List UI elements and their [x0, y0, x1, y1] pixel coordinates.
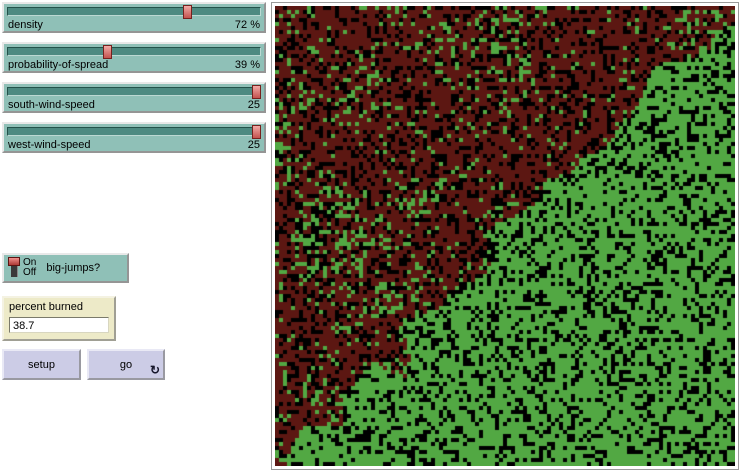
- slider-label: density: [8, 19, 43, 31]
- setup-button[interactable]: setup: [2, 349, 81, 380]
- switch-onoff-labels: On Off: [23, 258, 36, 278]
- slider-handle[interactable]: [252, 85, 261, 99]
- monitor-label: percent burned: [9, 301, 83, 313]
- slider-density[interactable]: density 72 %: [2, 2, 266, 33]
- monitor-value-field: 38.7: [9, 317, 109, 333]
- slider-handle[interactable]: [102, 45, 112, 59]
- forever-icon: ↻: [149, 363, 160, 377]
- slider-track[interactable]: [7, 45, 261, 59]
- world-view: [275, 6, 735, 466]
- monitor-percent-burned: percent burned 38.7: [2, 296, 116, 341]
- slider-track[interactable]: [7, 125, 261, 139]
- slider-track[interactable]: [7, 5, 261, 19]
- slider-west-wind-speed[interactable]: west-wind-speed 25: [2, 122, 266, 153]
- slider-label: south-wind-speed: [8, 99, 95, 111]
- slider-label: west-wind-speed: [8, 139, 91, 151]
- go-button[interactable]: go ↻: [87, 349, 165, 380]
- slider-probability-of-spread[interactable]: probability-of-spread 39 %: [2, 42, 266, 73]
- switch-label: big-jumps?: [46, 262, 101, 274]
- slider-groove[interactable]: [7, 127, 261, 136]
- switch-toggle[interactable]: [8, 257, 21, 279]
- slider-value: 39 %: [234, 59, 260, 71]
- switch-big-jumps[interactable]: On Off big-jumps?: [2, 253, 129, 283]
- slider-label: probability-of-spread: [8, 59, 109, 71]
- switch-channel: [11, 261, 18, 277]
- switch-on-label: On: [23, 257, 37, 268]
- slider-value: 25: [247, 99, 260, 111]
- go-button-label: go: [119, 358, 133, 371]
- slider-value: 25: [247, 139, 260, 151]
- slider-track[interactable]: [7, 85, 261, 99]
- slider-value: 72 %: [234, 19, 260, 31]
- slider-groove[interactable]: [7, 47, 261, 56]
- slider-groove[interactable]: [7, 87, 261, 96]
- switch-knob[interactable]: [8, 257, 20, 266]
- slider-south-wind-speed[interactable]: south-wind-speed 25: [2, 82, 266, 113]
- slider-groove[interactable]: [7, 7, 261, 16]
- world-view-frame: [271, 2, 739, 470]
- slider-handle[interactable]: [252, 125, 261, 139]
- slider-handle[interactable]: [183, 5, 193, 19]
- switch-off-label: Off: [23, 267, 37, 278]
